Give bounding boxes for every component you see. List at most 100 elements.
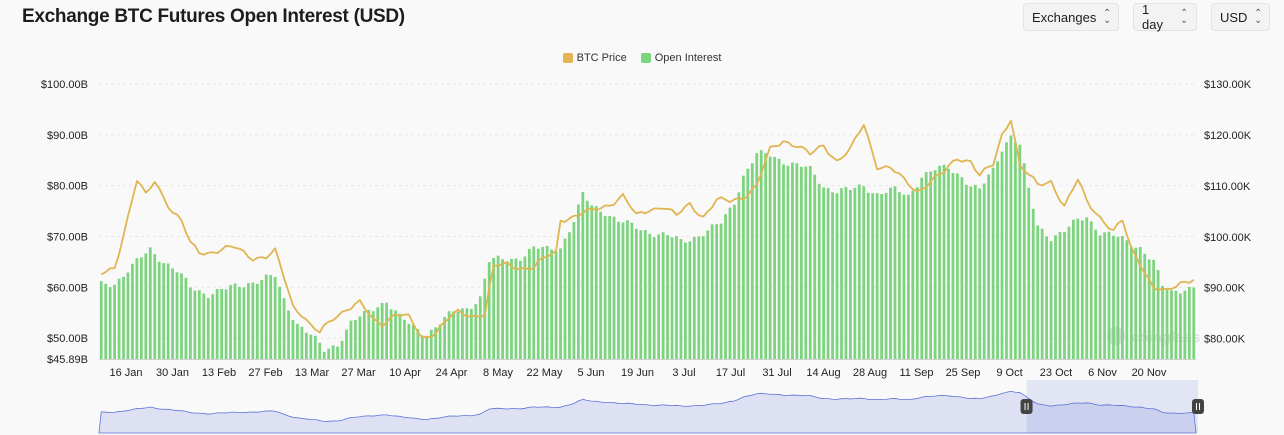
y-left-tick-label: $80.00B xyxy=(47,181,88,193)
chart-legend: BTC Price Open Interest xyxy=(0,52,1284,64)
open-interest-bar xyxy=(621,222,625,359)
open-interest-bar xyxy=(728,207,732,359)
open-interest-bar xyxy=(964,184,968,359)
open-interest-bar xyxy=(599,211,603,359)
open-interest-bar xyxy=(840,188,843,359)
open-interest-bar xyxy=(354,319,357,359)
open-interest-bar xyxy=(429,329,433,359)
open-interest-bar xyxy=(1058,231,1062,359)
open-interest-bar xyxy=(893,186,897,359)
open-interest-bar xyxy=(826,187,830,359)
open-interest-bar xyxy=(947,168,950,359)
open-interest-bar xyxy=(229,285,232,359)
open-interest-bar xyxy=(496,255,500,359)
open-interest-bar xyxy=(1071,219,1075,359)
open-interest-bar xyxy=(768,156,772,359)
open-interest-bar xyxy=(345,329,348,359)
open-interest-bar xyxy=(157,261,161,359)
open-interest-bar xyxy=(318,342,322,359)
open-interest-bar xyxy=(550,249,553,359)
open-interest-bar xyxy=(1183,290,1187,359)
open-interest-bar xyxy=(247,283,250,359)
x-tick-label: 16 Jan xyxy=(109,367,142,379)
open-interest-bar xyxy=(862,186,866,359)
exchanges-select[interactable]: Exchanges ⌃ ⌄ xyxy=(1023,3,1119,31)
open-interest-bar xyxy=(590,205,594,359)
grid-lines xyxy=(99,83,1196,339)
open-interest-bar xyxy=(175,272,179,359)
open-interest-bar xyxy=(273,276,277,359)
legend-swatch-price xyxy=(562,53,573,63)
open-interest-bar xyxy=(238,286,241,359)
open-interest-bar xyxy=(1152,259,1156,359)
x-tick-label: 3 Jul xyxy=(672,367,695,379)
open-interest-bar xyxy=(389,309,393,359)
y-left-tick-label: $60.00B xyxy=(47,282,88,294)
open-interest-bar xyxy=(1054,235,1057,359)
open-interest-bar xyxy=(559,248,562,359)
open-interest-bar xyxy=(514,258,518,359)
open-interest-bar xyxy=(148,247,152,359)
open-interest-bar xyxy=(982,183,986,359)
open-interest-bar xyxy=(701,236,705,359)
open-interest-bar xyxy=(327,348,331,359)
x-tick-label: 24 Apr xyxy=(436,367,468,379)
open-interest-bar xyxy=(724,214,727,359)
open-interest-bar xyxy=(1085,217,1089,359)
chevron-updown-icon: ⌃ ⌄ xyxy=(1180,8,1188,26)
x-tick-label: 28 Aug xyxy=(853,367,887,379)
open-interest-bar xyxy=(153,254,157,359)
legend-item-price[interactable]: BTC Price xyxy=(562,52,627,64)
x-tick-label: 19 Jun xyxy=(621,367,654,379)
open-interest-bar xyxy=(452,311,455,359)
open-interest-bar xyxy=(220,289,224,359)
open-interest-bar xyxy=(376,307,380,359)
open-interest-bar xyxy=(233,283,237,359)
open-interest-bar xyxy=(924,172,928,359)
open-interest-bar xyxy=(1112,235,1115,359)
open-interest-bar xyxy=(1027,187,1031,359)
open-interest-bar xyxy=(282,298,286,359)
open-interest-bar xyxy=(884,193,888,359)
navigator-handle-right[interactable] xyxy=(1192,399,1204,414)
y-left-tick-label: $45.89B xyxy=(47,354,88,366)
open-interest-bar xyxy=(1138,247,1142,359)
open-interest-bar xyxy=(523,256,527,359)
y-right-tick-label: $90.00K xyxy=(1204,283,1246,295)
open-interest-bar xyxy=(304,332,308,359)
open-interest-bar xyxy=(1165,289,1169,359)
open-interest-bar xyxy=(813,174,817,359)
open-interest-bar xyxy=(1121,235,1124,359)
open-interest-bar xyxy=(657,234,661,359)
open-interest-bar xyxy=(759,150,763,359)
interval-select-label: 1 day xyxy=(1142,2,1163,32)
open-interest-bar xyxy=(420,335,424,359)
open-interest-bar xyxy=(1045,236,1048,359)
open-interest-bar xyxy=(300,326,304,359)
navigator-handle-left[interactable] xyxy=(1020,399,1033,414)
open-interest-bar xyxy=(434,327,438,359)
open-interest-bar xyxy=(911,190,915,359)
open-interest-bar xyxy=(938,165,941,359)
open-interest-bar xyxy=(585,200,589,359)
open-interest-bar xyxy=(398,313,402,359)
open-interest-bar xyxy=(443,316,446,359)
open-interest-bar xyxy=(1134,247,1138,359)
legend-item-open-interest[interactable]: Open Interest xyxy=(640,52,721,64)
open-interest-bar xyxy=(269,275,273,359)
open-interest-bar xyxy=(403,319,406,359)
open-interest-bar xyxy=(139,257,143,359)
interval-select[interactable]: 1 day ⌃ ⌄ xyxy=(1133,2,1197,32)
open-interest-bar xyxy=(746,168,750,359)
x-tick-label: 8 May xyxy=(483,367,513,379)
open-interest-bar xyxy=(741,175,745,359)
open-interest-bar xyxy=(835,193,839,359)
open-interest-bar xyxy=(684,242,687,359)
open-interest-bar xyxy=(675,236,678,359)
open-interest-bar xyxy=(483,278,487,359)
x-tick-label: 30 Jan xyxy=(156,367,189,379)
x-tick-label: 14 Aug xyxy=(806,367,840,379)
currency-select[interactable]: USD ⌃ ⌄ xyxy=(1211,3,1270,31)
open-interest-bar xyxy=(510,258,513,359)
